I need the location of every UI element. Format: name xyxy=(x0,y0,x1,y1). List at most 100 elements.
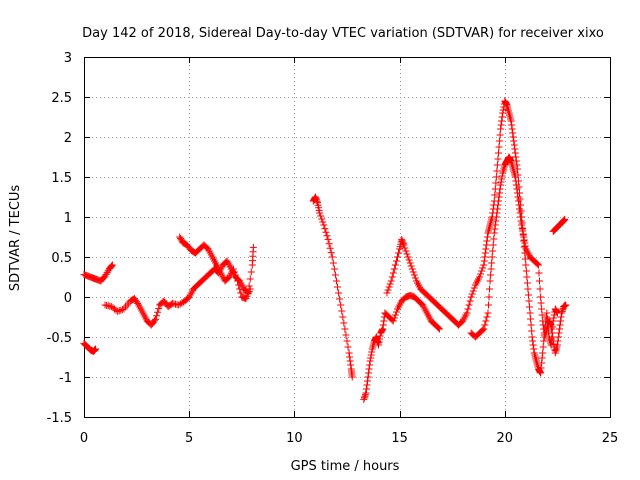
data-point xyxy=(554,337,562,345)
data-point xyxy=(335,289,343,297)
data-point xyxy=(522,261,530,269)
data-point xyxy=(313,197,321,205)
data-point xyxy=(502,100,510,108)
points-layer xyxy=(80,97,570,403)
data-point xyxy=(525,297,533,305)
data-point xyxy=(560,217,568,225)
data-point xyxy=(329,259,337,267)
data-point xyxy=(236,285,244,293)
data-point xyxy=(476,273,484,281)
tick-layer: -1.5 -1 -0.5 0 0.5 1 1.5 2 2.5 3 0 5 10 15 20 25 xyxy=(47,51,619,446)
data-point xyxy=(479,264,487,272)
data-point xyxy=(482,317,490,325)
data-point xyxy=(340,319,348,327)
x-tick-label: 25 xyxy=(602,431,619,446)
data-point xyxy=(360,395,368,403)
series-segment-h xyxy=(467,153,570,357)
data-point xyxy=(508,125,516,133)
data-point xyxy=(499,106,507,114)
data-point xyxy=(485,293,493,301)
data-point xyxy=(535,269,543,277)
data-point xyxy=(495,143,503,151)
data-point xyxy=(511,173,519,181)
data-point xyxy=(372,334,380,342)
data-point xyxy=(548,335,556,343)
data-point xyxy=(491,191,499,199)
data-point xyxy=(385,283,393,291)
series-segment-b xyxy=(80,339,100,355)
data-point xyxy=(229,265,237,273)
data-point xyxy=(330,265,338,273)
data-point xyxy=(522,267,530,275)
data-point xyxy=(498,175,506,183)
data-point xyxy=(519,227,527,235)
y-tick-label: 3 xyxy=(64,51,72,66)
data-point xyxy=(498,117,506,125)
data-point xyxy=(343,337,351,345)
data-point xyxy=(492,173,500,181)
data-point xyxy=(499,109,507,117)
data-point xyxy=(342,331,350,339)
data-point xyxy=(481,249,489,257)
data-point xyxy=(511,145,519,153)
data-point xyxy=(493,205,501,213)
data-point xyxy=(547,341,555,349)
data-point xyxy=(549,323,557,331)
data-point xyxy=(347,361,355,369)
data-point xyxy=(488,253,496,261)
data-point xyxy=(134,299,142,307)
data-point xyxy=(464,305,472,313)
data-point xyxy=(390,314,398,322)
data-point xyxy=(538,311,546,319)
data-point xyxy=(507,156,515,164)
data-point xyxy=(493,161,501,169)
data-point xyxy=(316,209,324,217)
series-segment-g xyxy=(383,97,540,365)
data-point xyxy=(498,172,506,180)
data-point xyxy=(559,217,567,225)
data-point xyxy=(326,244,334,252)
chart-title: Day 142 of 2018, Sidereal Day-to-day VTE… xyxy=(82,26,604,41)
data-point xyxy=(524,285,532,293)
x-tick-label: 20 xyxy=(497,431,514,446)
data-point xyxy=(115,307,123,315)
data-point xyxy=(529,341,537,349)
data-point xyxy=(497,181,505,189)
data-point xyxy=(383,289,391,297)
data-point xyxy=(550,314,558,322)
x-tick-label: 15 xyxy=(391,431,408,446)
data-point xyxy=(512,153,520,161)
data-point xyxy=(514,193,522,201)
data-point xyxy=(544,321,552,329)
y-tick-label: 0.5 xyxy=(51,251,72,266)
data-point xyxy=(348,373,356,381)
data-point xyxy=(520,233,528,241)
data-point xyxy=(494,201,502,209)
data-point xyxy=(537,369,545,377)
data-point xyxy=(553,309,561,317)
data-point xyxy=(536,285,544,293)
data-point xyxy=(367,354,375,362)
data-point xyxy=(494,155,502,163)
data-point xyxy=(247,268,255,276)
data-point xyxy=(331,271,339,279)
data-point xyxy=(494,149,502,157)
data-point xyxy=(317,212,325,220)
data-point xyxy=(376,332,384,340)
data-point xyxy=(114,307,122,315)
data-point xyxy=(543,309,551,317)
data-point xyxy=(513,189,521,197)
data-point xyxy=(409,268,417,276)
data-point xyxy=(405,256,413,264)
data-point xyxy=(384,286,392,294)
data-point xyxy=(408,265,416,273)
data-point xyxy=(90,347,98,355)
data-point xyxy=(395,249,403,257)
data-point xyxy=(483,233,491,241)
data-point xyxy=(492,213,500,221)
data-point xyxy=(468,290,476,298)
data-point xyxy=(404,253,412,261)
data-point xyxy=(497,178,505,186)
series-segment-e xyxy=(309,193,356,381)
data-point xyxy=(410,271,418,279)
